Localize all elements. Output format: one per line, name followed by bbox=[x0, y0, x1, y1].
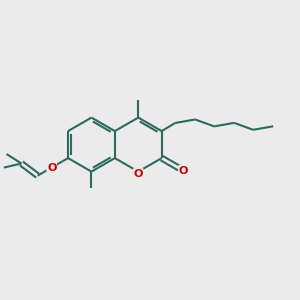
Text: O: O bbox=[47, 163, 56, 172]
Text: O: O bbox=[179, 166, 188, 176]
Text: O: O bbox=[134, 169, 143, 179]
